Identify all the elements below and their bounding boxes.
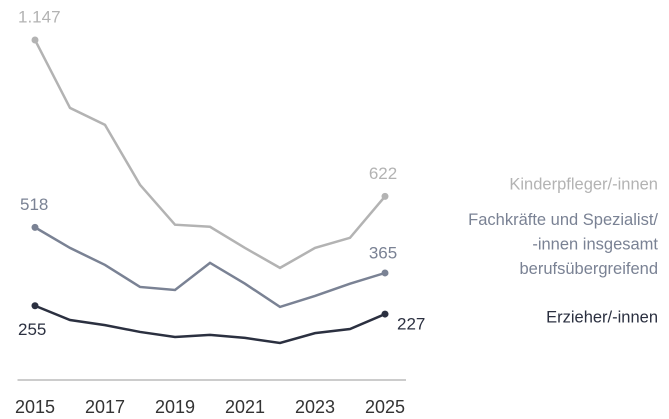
end-point <box>381 269 389 277</box>
value-label: 1.147 <box>18 7 61 26</box>
x-tick-label: 2015 <box>15 397 55 417</box>
x-tick-label: 2021 <box>225 397 265 417</box>
x-tick-label: 2017 <box>85 397 125 417</box>
value-label: 255 <box>18 320 46 339</box>
series-line <box>34 226 386 309</box>
end-point <box>31 302 39 310</box>
x-tick-label: 2019 <box>155 397 195 417</box>
x-tick-label: 2025 <box>365 397 405 417</box>
series-line <box>34 304 386 345</box>
end-point <box>381 310 389 318</box>
legend-label: Erzieher/-innen <box>546 308 658 326</box>
x-tick-label: 2023 <box>295 397 335 417</box>
value-label: 365 <box>369 243 397 262</box>
legend-label: Fachkräfte und Spezialist/-innen insgesa… <box>468 211 658 278</box>
end-point <box>381 192 389 200</box>
value-label: 622 <box>369 164 397 183</box>
value-label: 518 <box>20 195 48 214</box>
series-line <box>33 39 386 270</box>
value-label: 227 <box>397 315 425 334</box>
end-point <box>31 36 39 44</box>
end-point <box>31 223 39 231</box>
legend-label: Kinderpfleger/-innen <box>509 175 658 193</box>
